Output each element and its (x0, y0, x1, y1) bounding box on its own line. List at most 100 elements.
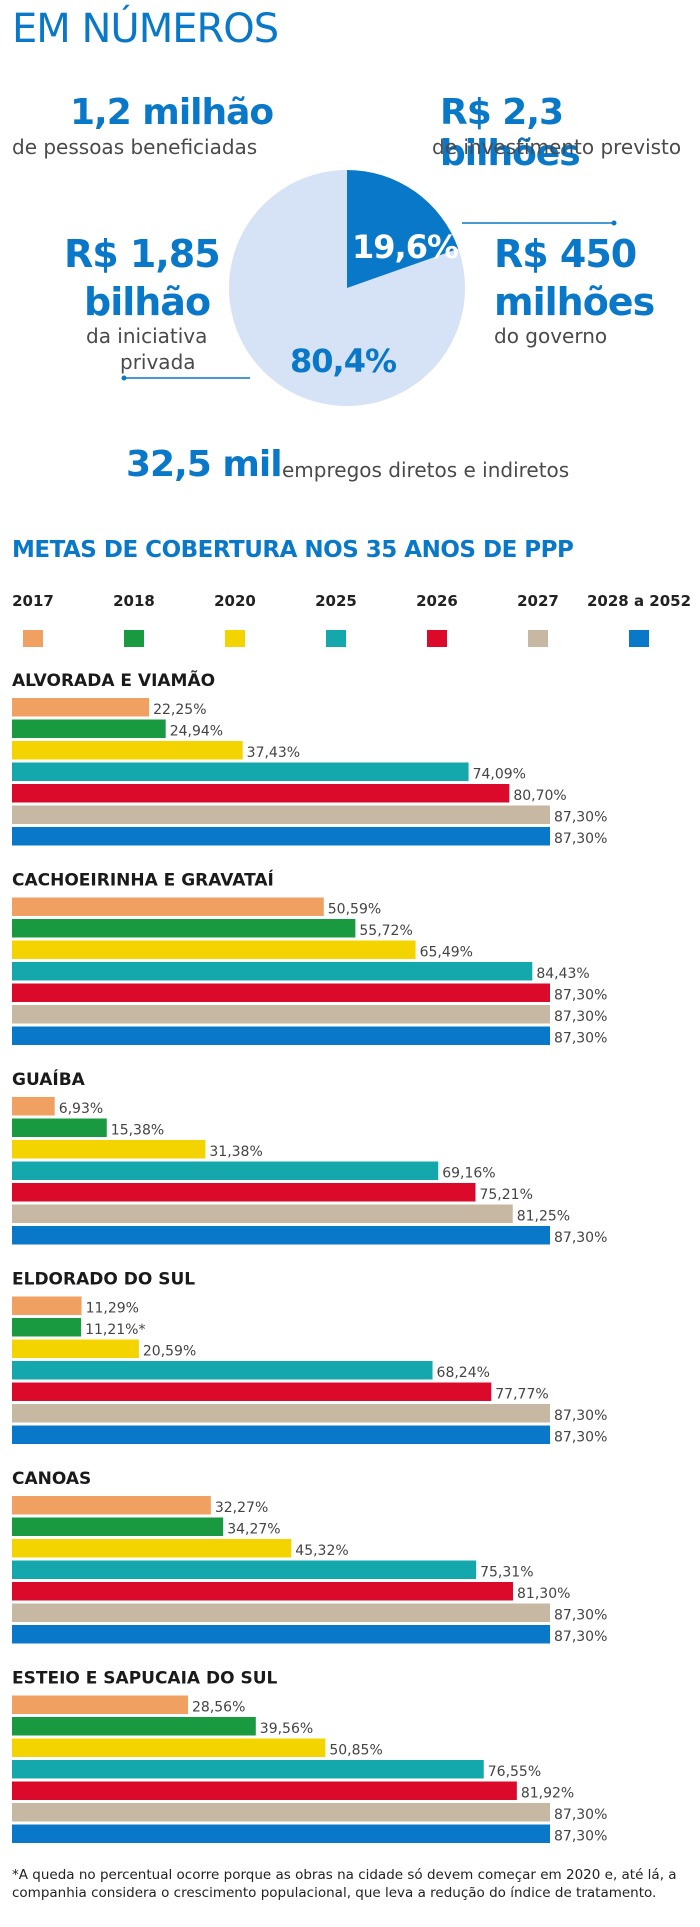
private-label-line2: privada (120, 350, 196, 374)
group-title: CANOAS (12, 1469, 91, 1489)
bar (12, 1824, 550, 1843)
beneficiaries-label: de pessoas beneficiadas (12, 135, 258, 159)
bar-value-label: 87,30% (554, 1829, 607, 1845)
bar-value-label: 11,29% (86, 1301, 139, 1317)
pie-slice-government (347, 170, 459, 288)
legend-swatch (427, 630, 447, 647)
bar-value-label: 87,30% (554, 1608, 607, 1624)
bar (12, 1382, 492, 1401)
investment-value: R$ 2,3 bilhões (440, 92, 581, 174)
legend-swatch (326, 630, 346, 647)
bar-value-label: 31,38% (209, 1144, 262, 1160)
legend-label: 2020 (214, 592, 256, 610)
legend-item-2025: 2025 (281, 592, 391, 651)
private-value-line2: bilhão (84, 280, 211, 324)
bar (12, 1496, 211, 1515)
bar-value-label: 81,30% (517, 1586, 570, 1602)
bar (12, 983, 550, 1002)
bar (12, 1582, 514, 1601)
bar-value-label: 39,56% (260, 1721, 313, 1737)
investment-label: de investimento previsto (432, 135, 682, 159)
bar-value-label: 87,30% (554, 1408, 607, 1424)
bar (12, 1183, 476, 1202)
bar-value-label: 65,49% (420, 945, 473, 961)
bar-value-label: 50,59% (328, 902, 381, 918)
legend-item-2017: 2017 (0, 592, 88, 651)
legend-swatch (23, 630, 43, 647)
pie-label-private: 80,4% (290, 342, 397, 380)
bar-value-label: 81,92% (521, 1786, 574, 1802)
bar-value-label: 84,43% (536, 966, 589, 982)
bar (12, 1140, 206, 1159)
investment-pie-chart (121, 170, 617, 406)
bar (12, 1296, 82, 1315)
bar (12, 741, 243, 760)
bar (12, 1118, 107, 1137)
bar (12, 1625, 550, 1644)
bar-value-label: 20,59% (143, 1344, 196, 1360)
bar-value-label: 55,72% (359, 923, 412, 939)
bar-value-label: 74,09% (473, 767, 526, 783)
legend-label: 2025 (315, 592, 357, 610)
bar (12, 1781, 517, 1800)
bar-value-label: 75,31% (480, 1565, 533, 1581)
pie-label-government: 19,6% (352, 228, 459, 266)
bar (12, 1603, 550, 1622)
bar-value-label: 22,25% (153, 702, 206, 718)
bar (12, 1517, 224, 1536)
leader-dot-government (611, 220, 617, 226)
group-title: GUAÍBA (12, 1068, 86, 1090)
legend-label: 2027 (517, 592, 559, 610)
jobs-value: 32,5 mil (126, 444, 283, 485)
bar-value-label: 80,70% (513, 788, 566, 804)
government-value-line1: R$ 450 (494, 232, 637, 276)
bar (12, 827, 550, 846)
private-value-line1: R$ 1,85 (64, 232, 221, 276)
bar-value-label: 87,30% (554, 1031, 607, 1047)
legend-label: 2018 (113, 592, 155, 610)
bar-value-label: 87,30% (554, 1807, 607, 1823)
legend-swatch (225, 630, 245, 647)
bar (12, 1539, 292, 1558)
bar-value-label: 87,30% (554, 988, 607, 1004)
bar (12, 1404, 550, 1423)
bar-value-label: 77,77% (495, 1387, 548, 1403)
private-label-line1: da iniciativa (86, 324, 208, 348)
legend-label: 2026 (416, 592, 458, 610)
bar (12, 1717, 256, 1736)
page-title: EM NÚMEROS (12, 6, 279, 52)
bar-value-label: 15,38% (111, 1123, 164, 1139)
bar-value-label: 37,43% (247, 745, 300, 761)
bar (12, 1318, 82, 1337)
bar-value-label: 87,30% (554, 810, 607, 826)
bar (12, 940, 416, 959)
bar (12, 962, 533, 981)
bar-value-label: 24,94% (170, 724, 223, 740)
bar (12, 897, 324, 916)
bar (12, 1738, 326, 1757)
bar-value-label: 87,30% (554, 831, 607, 847)
bar (12, 1803, 550, 1822)
bar (12, 919, 356, 938)
bar (12, 805, 550, 824)
bar-value-label: 76,55% (488, 1764, 541, 1780)
bar (12, 1161, 439, 1180)
bar-value-label: 87,30% (554, 1430, 607, 1446)
bar-value-label: 6,93% (59, 1101, 103, 1117)
bar (12, 762, 469, 781)
bar-value-label: 87,30% (554, 1009, 607, 1025)
legend-item-2027: 2027 (483, 592, 593, 651)
government-label: do governo (494, 324, 608, 348)
leader-dot-private (121, 375, 127, 381)
legend-swatch (629, 630, 649, 647)
bar (12, 1361, 433, 1380)
bar (12, 1204, 513, 1223)
bar-value-label: 32,27% (215, 1500, 268, 1516)
government-value-line2: milhões (494, 280, 655, 324)
bar (12, 784, 510, 803)
bar-value-label: 11,21%* (85, 1322, 145, 1338)
bar-value-label: 34,27% (227, 1522, 280, 1538)
bar (12, 1695, 189, 1714)
legend-item-2028-2052: 2028 a 2052 (584, 592, 694, 651)
